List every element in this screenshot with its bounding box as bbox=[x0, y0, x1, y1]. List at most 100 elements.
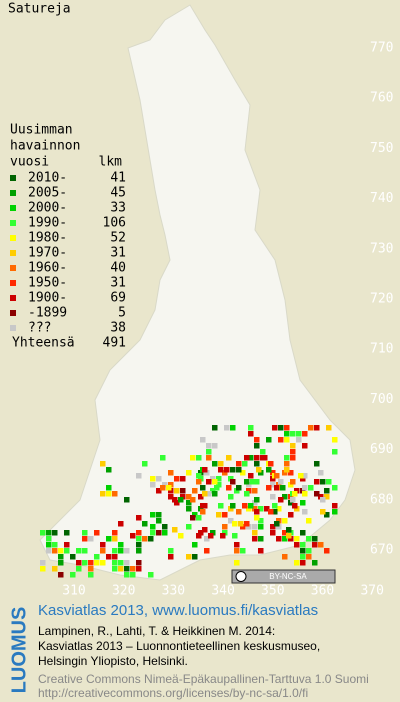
square bbox=[282, 554, 288, 560]
square bbox=[172, 527, 178, 533]
square bbox=[258, 506, 264, 512]
square bbox=[252, 506, 258, 512]
northing-label: 710 bbox=[370, 342, 393, 357]
square bbox=[274, 485, 280, 491]
square bbox=[332, 503, 338, 509]
square bbox=[216, 482, 222, 488]
northing-label: 670 bbox=[370, 543, 393, 558]
square bbox=[212, 443, 218, 449]
square bbox=[196, 515, 202, 521]
square bbox=[256, 467, 262, 473]
square bbox=[252, 524, 258, 530]
square bbox=[148, 536, 154, 542]
square bbox=[198, 470, 204, 476]
square bbox=[300, 560, 306, 566]
square bbox=[162, 530, 168, 536]
square bbox=[232, 521, 238, 527]
square bbox=[230, 425, 236, 431]
square bbox=[40, 560, 46, 566]
square bbox=[136, 536, 142, 542]
square bbox=[64, 548, 70, 554]
easting-label: 360 bbox=[311, 584, 334, 599]
legend-count: 45 bbox=[110, 186, 126, 201]
square bbox=[290, 455, 296, 461]
square bbox=[276, 506, 282, 512]
square bbox=[246, 482, 252, 488]
square bbox=[240, 548, 246, 554]
square bbox=[46, 548, 52, 554]
square bbox=[100, 560, 106, 566]
square bbox=[302, 491, 308, 497]
square bbox=[124, 572, 130, 578]
square bbox=[312, 560, 318, 566]
square bbox=[238, 521, 244, 527]
square bbox=[222, 470, 228, 476]
legend-swatch bbox=[10, 235, 16, 241]
square bbox=[314, 461, 320, 467]
square bbox=[254, 455, 260, 461]
square bbox=[230, 503, 236, 509]
total-label: Yhteensä bbox=[12, 336, 75, 351]
northing-label: 690 bbox=[370, 442, 393, 457]
square bbox=[202, 491, 208, 497]
square bbox=[142, 461, 148, 467]
square bbox=[280, 485, 286, 491]
square bbox=[284, 431, 290, 437]
square bbox=[228, 494, 234, 500]
square bbox=[198, 506, 204, 512]
square bbox=[180, 494, 186, 500]
square bbox=[302, 509, 308, 515]
square bbox=[286, 527, 292, 533]
square bbox=[236, 485, 242, 491]
square bbox=[168, 488, 174, 494]
square bbox=[220, 533, 226, 539]
square bbox=[168, 554, 174, 560]
square bbox=[244, 479, 250, 485]
square bbox=[272, 509, 278, 515]
square bbox=[180, 488, 186, 494]
badge-text: BY-NC-SA bbox=[269, 572, 307, 581]
square bbox=[106, 467, 112, 473]
square bbox=[300, 548, 306, 554]
square bbox=[288, 470, 294, 476]
square bbox=[212, 425, 218, 431]
observation-squares bbox=[40, 425, 338, 578]
square bbox=[224, 425, 230, 431]
square bbox=[270, 494, 276, 500]
square bbox=[112, 536, 118, 542]
square bbox=[206, 479, 212, 485]
square bbox=[186, 506, 192, 512]
legend-label: 1990- bbox=[28, 216, 67, 231]
square bbox=[302, 485, 308, 491]
square bbox=[276, 518, 282, 524]
square bbox=[156, 476, 162, 482]
square bbox=[186, 500, 192, 506]
footer-link: Kasviatlas 2013, www.luomus.fi/kasviatla… bbox=[38, 602, 318, 619]
square bbox=[298, 473, 304, 479]
square bbox=[318, 470, 324, 476]
square bbox=[136, 542, 142, 548]
legend-label: 1950- bbox=[28, 276, 67, 291]
square bbox=[248, 431, 254, 437]
legend-heading: vuosi bbox=[10, 155, 49, 170]
legend-heading: havainnon bbox=[10, 139, 80, 154]
legend-swatch bbox=[10, 205, 16, 211]
square bbox=[288, 494, 294, 500]
square bbox=[278, 479, 284, 485]
square bbox=[204, 548, 210, 554]
square bbox=[232, 533, 238, 539]
square bbox=[246, 506, 252, 512]
square bbox=[300, 500, 306, 506]
square bbox=[106, 485, 112, 491]
legend-count: 52 bbox=[110, 231, 126, 246]
square bbox=[124, 497, 130, 503]
square bbox=[272, 425, 278, 431]
square bbox=[82, 536, 88, 542]
square bbox=[228, 476, 234, 482]
legend-count: 5 bbox=[118, 306, 126, 321]
square bbox=[248, 503, 254, 509]
square bbox=[252, 500, 258, 506]
square bbox=[40, 566, 46, 572]
square bbox=[124, 548, 130, 554]
square bbox=[326, 425, 332, 431]
